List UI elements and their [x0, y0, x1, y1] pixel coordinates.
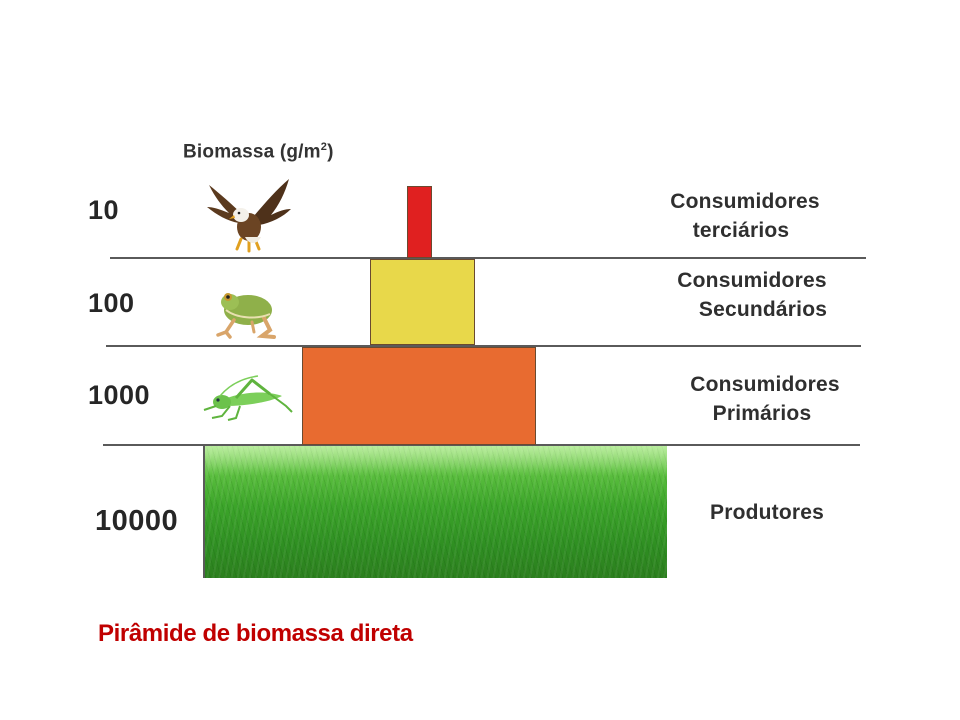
- separator-line: [103, 444, 860, 446]
- superscript: 2: [320, 141, 328, 153]
- eagle-icon: [207, 179, 291, 253]
- separator-line: [110, 257, 866, 259]
- value-level-2: 1000: [88, 380, 151, 410]
- label-producers: Produtores: [709, 501, 824, 524]
- grass-image: [203, 446, 667, 578]
- bar-primary-consumers: [302, 347, 536, 445]
- diagram-caption: Pirâmide de biomassa direta: [98, 620, 413, 647]
- bar-tertiary-consumers: [407, 186, 432, 258]
- value-level-3: 100: [88, 288, 135, 318]
- value-level-1: 10000: [95, 505, 179, 537]
- value-level-4: 10: [88, 195, 120, 225]
- frog-icon: [216, 293, 276, 339]
- label-primary-consumers: Consumidores Primários: [690, 373, 840, 425]
- biomass-header: Biomassa (g/m2): [183, 141, 334, 163]
- label-tertiary-consumers: Consumidores terciários: [670, 190, 820, 242]
- grasshopper-icon: [203, 375, 293, 421]
- bar-secondary-consumers: [370, 259, 475, 345]
- separator-line: [106, 345, 861, 347]
- label-secondary-consumers: Consumidores Secundários: [677, 269, 828, 321]
